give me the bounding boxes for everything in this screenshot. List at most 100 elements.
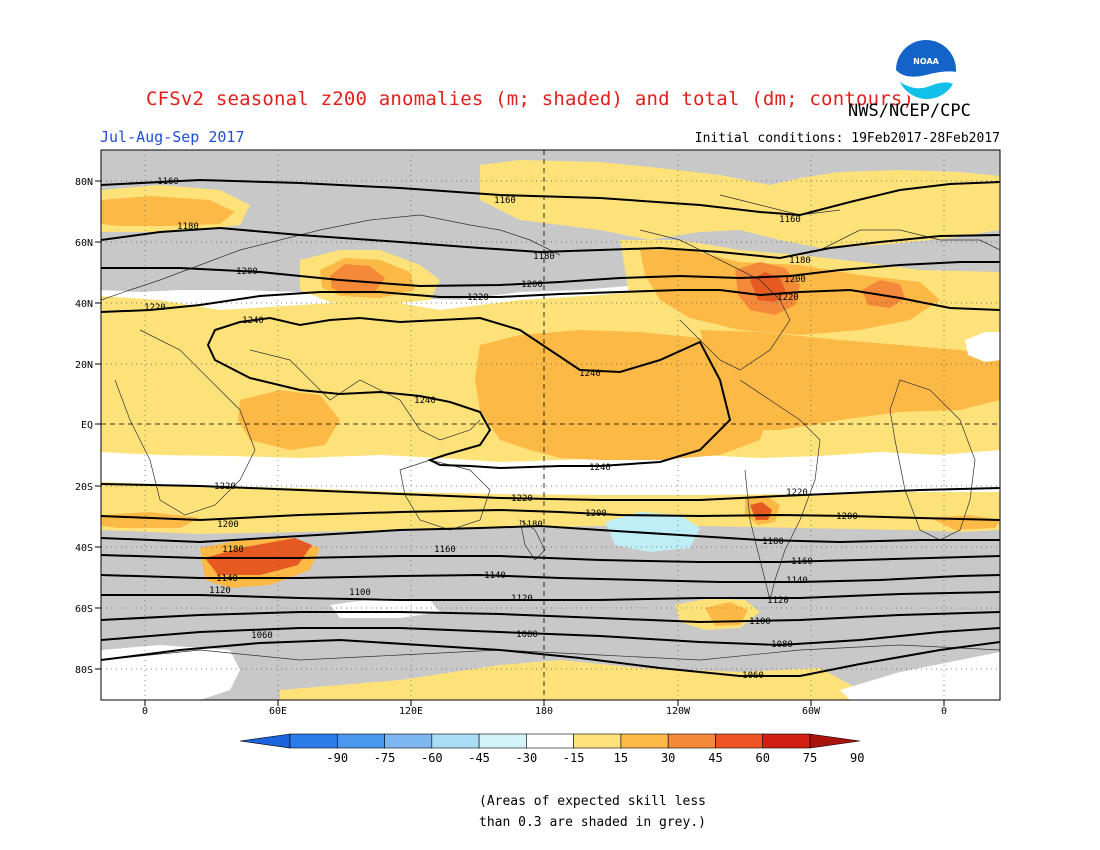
- colorbar-tick-label: -30: [516, 751, 538, 765]
- shade-antarctic-white-right: [840, 652, 1000, 700]
- map-frame: [100, 149, 1001, 701]
- colorbar-segment: [762, 733, 811, 749]
- skill-footnote: (Areas of expected skill less than 0.3 a…: [479, 791, 706, 833]
- shade-orange-atlantic: [700, 330, 1000, 430]
- contour-label: 1160: [434, 545, 456, 555]
- lat-label: 80S: [75, 665, 93, 676]
- contour-label: 1060: [251, 631, 273, 641]
- coastlines: [101, 194, 1000, 661]
- lat-label: 80N: [75, 177, 93, 188]
- contour-label: 1220: [777, 293, 799, 303]
- lat-label: 60S: [75, 604, 93, 615]
- noaa-logo-text: NOAA: [913, 57, 939, 66]
- colorbar-segment: [526, 733, 574, 749]
- colorbar-tick-label: -15: [563, 751, 585, 765]
- colorbar-segment: [384, 733, 433, 749]
- contour-label: 1200: [521, 280, 543, 290]
- colorbar-segment: [336, 733, 385, 749]
- shade-arctic-yellow-pacific: [480, 160, 1000, 248]
- contour-label: 1220: [144, 303, 166, 313]
- colorbar-segment: [620, 733, 669, 749]
- graticule: [101, 150, 1000, 700]
- colorbar-segment: [715, 733, 764, 749]
- colorbar-tick-label: 45: [708, 751, 722, 765]
- lat-label: 40S: [75, 543, 93, 554]
- lat-label: 20N: [75, 360, 93, 371]
- footnote-line-1: (Areas of expected skill less: [479, 794, 706, 809]
- lon-label: 120E: [399, 706, 423, 717]
- lat-label: 60N: [75, 238, 93, 249]
- contour-labels: 1160 1160 1160 1180 1180 1180 1200 1200 …: [144, 177, 858, 681]
- shade-redorange-asia: [330, 264, 385, 294]
- contour-label: 1200: [784, 275, 806, 285]
- contour-label: 1220: [511, 494, 533, 504]
- contour-label: 1140: [786, 576, 808, 586]
- contour-label: 1240: [242, 316, 264, 326]
- initial-conditions-label: Initial conditions: 19Feb2017-28Feb2017: [694, 131, 1000, 146]
- contour-label: 1180: [222, 545, 244, 555]
- contour-label: 1180: [762, 537, 784, 547]
- lat-ticks: [95, 180, 101, 670]
- contour-label: 1200: [217, 520, 239, 530]
- contour-label: 1240: [414, 396, 436, 406]
- contour-label: 1120: [209, 586, 231, 596]
- lat-label: 20S: [75, 482, 93, 493]
- colorbar-tick-label: 75: [803, 751, 817, 765]
- contour-label: 1140: [484, 571, 506, 581]
- shade-white-east-tropics: [965, 332, 1000, 362]
- lon-label: 0: [142, 706, 148, 717]
- map-fields: 1160 1160 1160 1180 1180 1180 1200 1200 …: [101, 150, 1000, 700]
- contour-label: 1120: [511, 594, 533, 604]
- colorbar-segment: [289, 733, 338, 749]
- colorbar-segment: [431, 733, 480, 749]
- shade-orange-indian: [238, 390, 340, 450]
- map-title: CFSv2 seasonal z200 anomalies (m; shaded…: [146, 88, 915, 110]
- lon-label: 60E: [269, 706, 287, 717]
- colorbar-arrow-high: [809, 733, 861, 749]
- shade-antarctic-white: [101, 645, 240, 700]
- contour-label: 1120: [767, 596, 789, 606]
- colorbar-tick-label: -45: [468, 751, 490, 765]
- lon-label: 180: [535, 706, 553, 717]
- shade-antarctic-yellow: [280, 660, 860, 700]
- colorbar-tick-label: 15: [614, 751, 628, 765]
- contour-label: 1220: [214, 482, 236, 492]
- colorbar-segment: [478, 733, 527, 749]
- contour-label: 1100: [349, 588, 371, 598]
- contour-label: 1180: [521, 520, 543, 530]
- contour-label: 1220: [467, 293, 489, 303]
- contour-label: 1140: [216, 574, 238, 584]
- contour-label: 1200: [836, 512, 858, 522]
- contour-label: 1100: [749, 617, 771, 627]
- contour-label: 1200: [236, 267, 258, 277]
- season-label: Jul-Aug-Sep 2017: [100, 128, 245, 146]
- colorbar-segment: [573, 733, 622, 749]
- shade-red-south-indian: [205, 538, 312, 575]
- lat-label: 40N: [75, 299, 93, 310]
- contour-label: 1220: [786, 488, 808, 498]
- colorbar-arrow-low: [239, 733, 291, 749]
- shade-orange-central-tropics: [475, 330, 770, 460]
- colorbar-tick-label: -60: [421, 751, 443, 765]
- colorbar: -90 -75 -60 -45 -30 -15 15 30 45 60 75 90: [239, 733, 864, 765]
- shade-grey-south: [101, 526, 1000, 700]
- contour-label: 1200: [585, 509, 607, 519]
- contour-label: 1240: [589, 463, 611, 473]
- noaa-logo: NOAA: [895, 40, 956, 102]
- shade-orange-west: [101, 196, 235, 226]
- contour-label: 1180: [789, 256, 811, 266]
- contour-label: 1160: [157, 177, 179, 187]
- contour-label: 1240: [579, 369, 601, 379]
- shade-redorange-atlantic: [862, 280, 905, 308]
- contour-label: 1080: [771, 640, 793, 650]
- lon-label: 0: [941, 706, 947, 717]
- footnote-line-2: than 0.3 are shaded in grey.): [479, 815, 706, 830]
- shade-near-zero-south: [101, 458, 1000, 490]
- colorbar-tick-label: 90: [850, 751, 864, 765]
- height-contours: [101, 178, 1000, 677]
- lon-label: 120W: [666, 706, 691, 717]
- lon-ticks: [144, 700, 945, 706]
- shade-cyan-south-pacific: [605, 512, 700, 552]
- contour-label: 1160: [779, 215, 801, 225]
